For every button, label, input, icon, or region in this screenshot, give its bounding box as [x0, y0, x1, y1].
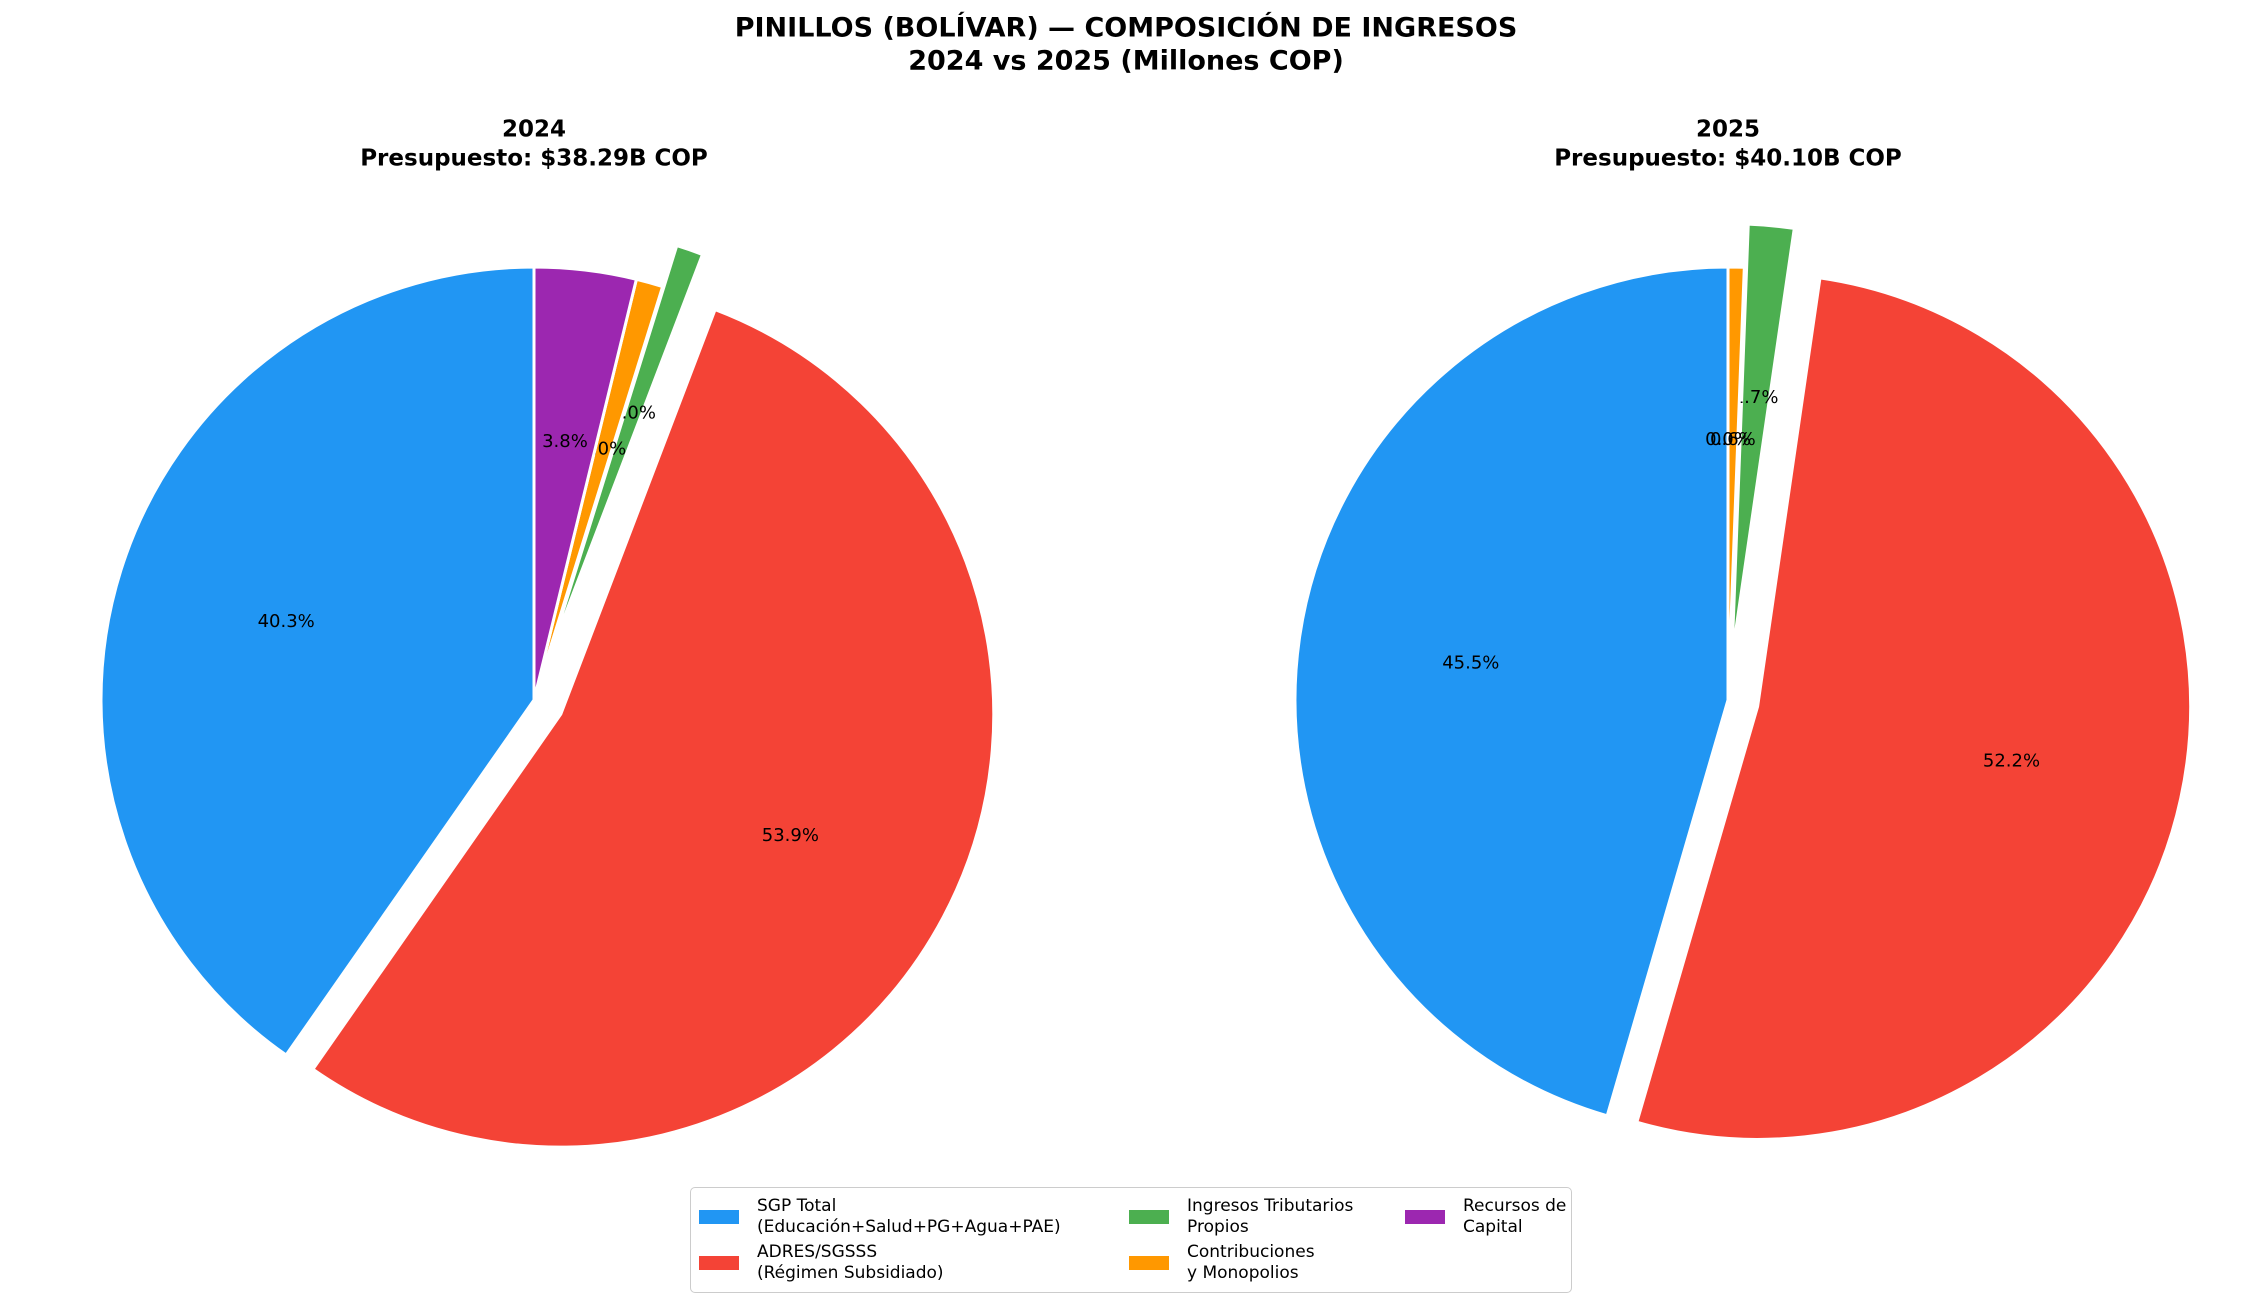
pie-slice [1634, 276, 2193, 1141]
legend-swatch [1129, 1256, 1169, 1270]
legend-item: Recursos de Capital [1405, 1194, 1575, 1240]
pie-slice [1730, 222, 1797, 658]
pie-slice [310, 307, 996, 1149]
legend-swatch [699, 1256, 739, 1270]
value-label: 0.6% [1710, 429, 1756, 450]
value-label: 3.8% [542, 431, 588, 452]
legend-label: ADRES/SGSSS (Régimen Subsidiado) [757, 1242, 944, 1283]
legend-label: SGP Total (Educación+Salud+PG+Agua+PAE) [757, 1196, 1061, 1237]
figure-title: PINILLOS (BOLÍVAR) — COMPOSICIÓN DE INGR… [735, 12, 1518, 44]
value-label: 52.2% [1983, 751, 2040, 772]
value-label: 0.0% [1705, 429, 1751, 450]
legend-item: SGP Total (Educación+Salud+PG+Agua+PAE) [699, 1194, 1129, 1240]
legend-item: ADRES/SGSSS (Régimen Subsidiado) [699, 1240, 1129, 1286]
legend-swatch [1129, 1210, 1169, 1224]
pie-slice [532, 265, 639, 701]
pie-slice [546, 243, 705, 660]
value-label: 53.9% [762, 825, 819, 846]
value-label: 45.5% [1442, 652, 1499, 673]
legend: SGP Total (Educación+Salud+PG+Agua+PAE) A… [690, 1187, 1572, 1293]
subplot-title: 2025 [1696, 117, 1760, 143]
figure-title: 2024 vs 2025 (Millones COP) [908, 46, 1344, 77]
subplot-title: Presupuesto: $38.29B COP [360, 146, 708, 172]
legend-label: Ingresos Tributarios Propios [1187, 1196, 1354, 1237]
value-label: 1.7% [1733, 387, 1779, 408]
pie-slice [1293, 265, 1730, 1118]
legend-label: Recursos de Capital [1463, 1196, 1567, 1237]
legend-item: Contribuciones y Monopolios [1129, 1240, 1405, 1286]
pie-slice [1726, 265, 1746, 701]
subplot-title: 2024 [502, 117, 566, 143]
legend-item: Ingresos Tributarios Propios [1129, 1194, 1405, 1240]
legend-swatch [1405, 1210, 1445, 1224]
legend-swatch [699, 1210, 739, 1224]
value-label: 40.3% [258, 611, 315, 632]
legend-label: Contribuciones y Monopolios [1187, 1242, 1315, 1283]
pie-slice [99, 265, 536, 1058]
subplot-title: Presupuesto: $40.10B COP [1554, 146, 1902, 172]
